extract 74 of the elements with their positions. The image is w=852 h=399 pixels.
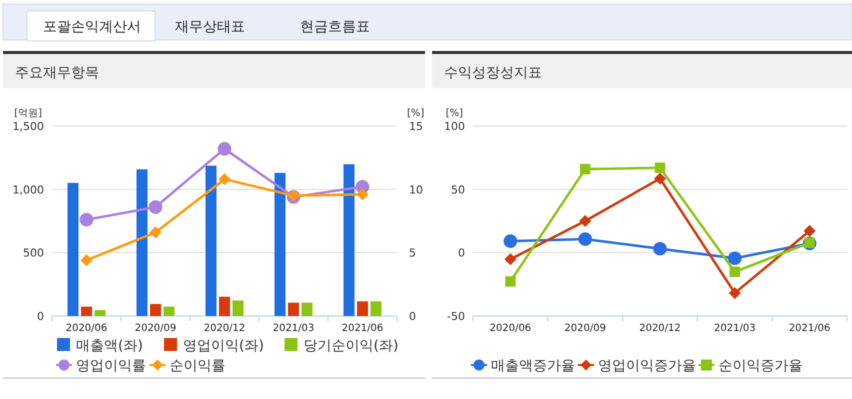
y-tick-label: 50 <box>451 183 465 196</box>
y-axis-title: [억원] <box>14 108 42 119</box>
point <box>728 287 741 300</box>
legend-label: 매출액(좌) <box>76 338 143 354</box>
bar <box>68 182 78 316</box>
x-tick-label: 2020/12 <box>639 323 681 334</box>
y2-tick-label: 5 <box>409 246 416 260</box>
bar <box>288 302 299 316</box>
bar <box>164 306 174 316</box>
text: 현금흐름표 <box>300 19 370 35</box>
point <box>80 254 92 266</box>
y2-tick-label: 10 <box>409 183 423 196</box>
bar <box>302 302 312 316</box>
bar <box>370 301 382 316</box>
point <box>218 142 232 156</box>
bar <box>344 164 354 316</box>
bar <box>150 304 161 316</box>
y-tick-label: 0 <box>37 310 44 323</box>
legend-label: 영업이익증가율 <box>598 358 696 374</box>
x-tick-label: 2021/06 <box>788 323 830 334</box>
y2-axis-title: [%] <box>407 108 424 119</box>
y-tick-label: 100 <box>444 120 465 133</box>
x-tick-label: 2020/06 <box>490 323 532 334</box>
point <box>654 162 666 173</box>
y2-tick-label: 15 <box>409 120 423 133</box>
point <box>504 234 518 248</box>
y-tick-label: -50 <box>447 310 465 323</box>
bar <box>357 301 368 316</box>
point <box>218 173 230 186</box>
point <box>804 224 816 237</box>
legend-label: 영업이익률 <box>76 358 146 374</box>
legend-label: 순이익증가율 <box>718 358 802 374</box>
point <box>653 242 667 256</box>
bar <box>206 166 216 316</box>
point <box>728 251 742 266</box>
bar <box>274 172 286 316</box>
point <box>504 253 516 266</box>
point <box>730 266 740 277</box>
text: 포괄손익계산서 <box>43 19 141 35</box>
y2-tick-label: 0 <box>409 310 416 323</box>
chart-title: 주요재무항목 <box>15 65 99 81</box>
point <box>505 276 516 287</box>
y-tick-label: 0 <box>458 246 465 260</box>
legend-label: 당기순이익(좌) <box>304 338 398 354</box>
point <box>578 232 592 246</box>
point <box>80 212 94 227</box>
bar <box>136 169 148 316</box>
point <box>804 238 815 248</box>
y-tick-label: 500 <box>23 246 44 260</box>
legend-label: 매출액증가율 <box>491 358 575 374</box>
point <box>580 164 590 174</box>
y-tick-label: 1,000 <box>12 183 44 196</box>
point <box>356 188 368 200</box>
bar <box>94 310 106 316</box>
chart-title: 수익성장성지표 <box>444 65 542 81</box>
point <box>150 226 162 238</box>
x-tick-label: 2020/09 <box>564 323 606 334</box>
legend-label: 영업이익(좌) <box>183 338 264 354</box>
legend-label: 순이익률 <box>170 358 226 374</box>
bar <box>219 296 230 316</box>
text: 재무상태표 <box>175 19 245 35</box>
point <box>654 172 666 185</box>
x-tick-label: 2021/06 <box>342 323 384 334</box>
y-axis-title: [%] <box>446 108 464 119</box>
x-tick-label: 2020/06 <box>66 323 108 334</box>
x-tick-label: 2021/03 <box>714 323 756 334</box>
y-tick-label: 1,500 <box>12 120 44 133</box>
x-tick-label: 2020/12 <box>204 323 246 334</box>
point <box>148 200 162 214</box>
x-tick-label: 2020/09 <box>134 323 176 334</box>
bar <box>81 306 92 316</box>
point <box>579 215 592 227</box>
bar <box>232 300 244 316</box>
x-tick-label: 2021/03 <box>272 323 314 334</box>
